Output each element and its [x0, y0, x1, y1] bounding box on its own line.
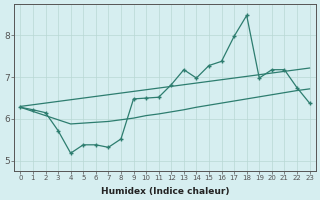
X-axis label: Humidex (Indice chaleur): Humidex (Indice chaleur): [101, 187, 229, 196]
